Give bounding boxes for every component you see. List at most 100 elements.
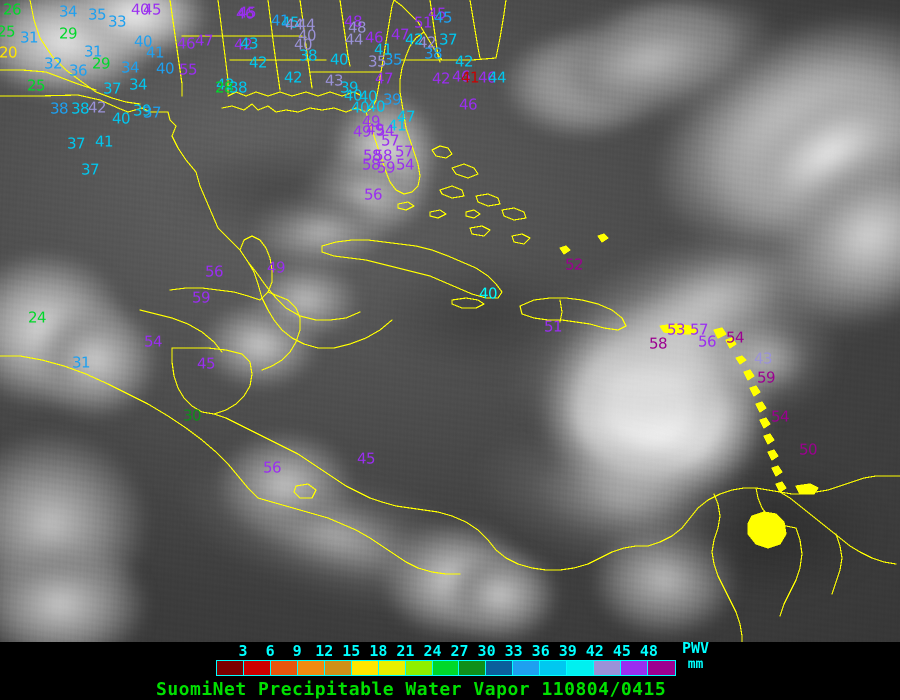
pwv-station-value: 42 xyxy=(417,33,437,52)
pwv-station-value: 37 xyxy=(80,160,100,179)
pwv-station-value: 40 xyxy=(350,98,370,117)
pwv-station-value: 31 xyxy=(71,353,91,372)
pwv-station-value: 44 xyxy=(284,15,304,34)
pwv-station-value: 46 xyxy=(451,67,471,86)
pwv-station-value: 46 xyxy=(458,95,478,114)
pwv-station-value: 46 xyxy=(176,34,196,53)
colorbar-segment xyxy=(243,661,271,675)
pwv-label-text: PWV xyxy=(682,639,710,657)
pwv-station-value: 46 xyxy=(477,68,497,87)
colorbar-tick: 27 xyxy=(450,642,469,660)
pwv-station-value: 26 xyxy=(2,0,22,19)
pwv-station-value: 44 xyxy=(344,30,364,49)
product-caption: SuomiNet Precipitable Water Vapor 110804… xyxy=(156,679,667,700)
pwv-units-text: mm xyxy=(687,657,704,672)
colorbar-tick: 18 xyxy=(369,642,388,660)
pwv-station-value: 59 xyxy=(191,288,211,307)
pwv-station-value: 56 xyxy=(363,185,383,204)
pwv-station-value: 58 xyxy=(361,155,381,174)
pwv-station-value: 37 xyxy=(102,79,122,98)
colorbar-segment xyxy=(594,661,622,675)
pwv-station-value: 40 xyxy=(133,32,153,51)
colorbar-tick: 33 xyxy=(504,642,523,660)
colorbar-segment xyxy=(324,661,352,675)
pwv-station-value: 40 xyxy=(343,86,363,105)
pwv-station-value: 56 xyxy=(697,332,717,351)
pwv-station-value: 49 xyxy=(352,122,372,141)
pwv-station-value: 40 xyxy=(111,109,131,128)
pwv-station-value: 42 xyxy=(454,52,474,71)
pwv-station-value: 35 xyxy=(383,50,403,69)
colorbar-segment xyxy=(567,661,595,675)
pwv-station-value: 42 xyxy=(87,98,107,117)
colorbar-tick-labels: 3 6 9 12 15 18 21 24 27 30 33 36 39 42 45 48 xyxy=(0,642,900,662)
color-scale-bar xyxy=(216,660,676,676)
pwv-station-value: 29 xyxy=(58,24,78,43)
pwv-station-value: 25 xyxy=(0,22,16,41)
pwv-station-value: 41 xyxy=(145,43,165,62)
pwv-station-value: 47 xyxy=(396,107,416,126)
pwv-station-value: 33 xyxy=(107,12,127,31)
pwv-station-value: 42 xyxy=(248,53,268,72)
pwv-station-value: 31 xyxy=(83,42,103,61)
pwv-station-value: 58 xyxy=(362,146,382,165)
pwv-station-value: 25 xyxy=(26,76,46,95)
pwv-station-value: 54 xyxy=(143,332,163,351)
pwv-station-value: 40 xyxy=(478,284,498,303)
pwv-station-value: 59 xyxy=(756,368,776,387)
pwv-station-value: 44 xyxy=(487,68,507,87)
colorbar-segment xyxy=(648,661,675,675)
pwv-station-value: 38 xyxy=(298,46,318,65)
pwv-station-value: 58 xyxy=(373,146,393,165)
pwv-station-value: 45 xyxy=(196,354,216,373)
colorbar-tick: 45 xyxy=(612,642,631,660)
pwv-station-value: 53 xyxy=(666,320,686,339)
pwv-station-value: 35 xyxy=(367,52,387,71)
pwv-station-value: 45 xyxy=(280,13,300,32)
pwv-station-value: 37 xyxy=(142,103,162,122)
pwv-station-value: 47 xyxy=(374,69,394,88)
pwv-station-value: 34 xyxy=(128,75,148,94)
colorbar-tick: 48 xyxy=(639,642,658,660)
pwv-station-value: 34 xyxy=(58,2,78,21)
pwv-station-value: 37 xyxy=(438,30,458,49)
pwv-station-value: 24 xyxy=(27,308,47,327)
pwv-station-value: 54 xyxy=(770,407,790,426)
pwv-station-value: 47 xyxy=(194,31,214,50)
colorbar-tick: 24 xyxy=(423,642,442,660)
pwv-station-value: 57 xyxy=(380,131,400,150)
pwv-station-value: 49 xyxy=(266,258,286,277)
pwv-station-value: 54 xyxy=(725,328,745,347)
pwv-station-value: 31 xyxy=(19,28,39,47)
pwv-station-value: 34 xyxy=(120,58,140,77)
pwv-station-value: 45 xyxy=(356,449,376,468)
pwv-station-value: 59 xyxy=(376,158,396,177)
pwv-station-value: 38 xyxy=(228,78,248,97)
pwv-station-value: 43 xyxy=(753,349,773,368)
pwv-station-value: 56 xyxy=(262,458,282,477)
pwv-station-value: 57 xyxy=(394,142,414,161)
pwv-station-value: 41 xyxy=(94,132,114,151)
pwv-station-value: 20 xyxy=(0,43,18,62)
pwv-station-value: 41 xyxy=(387,116,407,135)
pwv-station-value: 38 xyxy=(70,99,90,118)
colorbar-tick: 12 xyxy=(315,642,334,660)
colorbar-tick: 42 xyxy=(585,642,604,660)
colorbar-axis-label: PWV mm xyxy=(682,640,709,673)
pwv-station-value: 49 xyxy=(365,120,385,139)
pwv-station-value: 41 xyxy=(460,68,480,87)
colorbar-tick: 30 xyxy=(477,642,496,660)
pwv-station-value: 40 xyxy=(297,26,317,45)
colorbar-tick: 21 xyxy=(396,642,415,660)
colorbar-segment xyxy=(378,661,406,675)
pwv-station-value: 40 xyxy=(358,87,378,106)
pwv-station-value: 56 xyxy=(204,262,224,281)
pwv-station-value: 48 xyxy=(347,18,367,37)
pwv-station-value: 46 xyxy=(235,4,255,23)
pwv-station-value: 48 xyxy=(343,12,363,31)
cloud-field xyxy=(0,0,900,642)
pwv-station-value: 36 xyxy=(68,61,88,80)
colorbar-tick: 15 xyxy=(342,642,361,660)
pwv-station-value: 32 xyxy=(43,54,63,73)
